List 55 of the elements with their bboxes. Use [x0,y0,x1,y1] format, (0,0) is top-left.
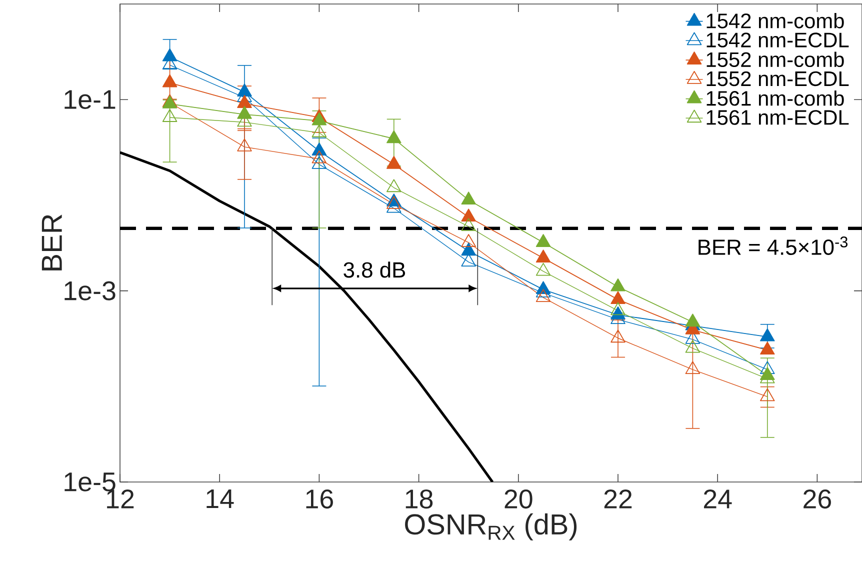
x-tick-label: 20 [504,490,532,509]
point [536,234,551,247]
point [610,330,626,343]
point [685,314,700,327]
point [685,340,700,353]
point [461,208,476,222]
point [312,156,327,169]
x-tick-label: 24 [704,490,732,508]
x-tick-label: 14 [206,490,234,508]
point [461,218,476,231]
point [610,302,626,316]
point [536,289,551,302]
y-tick-label: 1e-1 [64,90,116,109]
annotation: 3.8 dB [344,262,406,278]
point [536,262,551,276]
x-tick-label: 12 [107,490,134,508]
point [237,95,252,108]
point [760,342,775,355]
legend-label: 1561 nm-ECDL [706,110,849,125]
point [162,109,178,122]
point [386,196,402,209]
point [685,361,700,374]
legend-label: 1542 nm-comb [706,12,844,28]
point [386,179,402,192]
point [312,142,327,156]
x-tick-label: 22 [604,490,632,508]
y-axis-title: BER [42,214,62,270]
point [610,291,626,304]
y-tick-label: 1e-5 [64,472,116,492]
x-tick-label: 16 [306,490,333,509]
x-axis-title: OSNR$_{RX}$ (dB) [405,513,577,540]
point [760,328,775,342]
y-tick-label: 1e-3 [64,281,116,300]
point [312,124,327,138]
x-tick-label: 26 [804,490,831,509]
point [536,250,551,263]
legend-label: 1552 nm-comb [706,52,844,68]
point [386,130,402,144]
point [760,361,775,374]
point [610,278,626,292]
legend-label: 1552 nm-ECDL [706,71,849,86]
point [162,74,178,88]
point [386,156,402,169]
point [461,234,476,247]
legend-label: 1561 nm-comb [706,90,844,106]
point [461,192,476,204]
point [461,254,476,266]
ref-line-label: BER = 4.5×10$^{-3}$ [698,236,848,255]
point [312,150,327,164]
x-tick-label: 18 [406,490,433,509]
point [162,48,178,62]
point [461,242,476,256]
point [312,112,327,126]
point [237,138,252,152]
legend-label: 1542 nm-ECDL [706,32,849,48]
